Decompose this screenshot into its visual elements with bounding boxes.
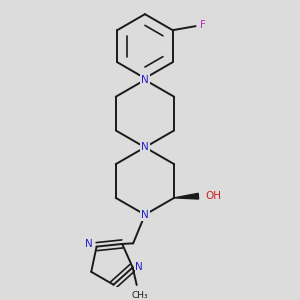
Text: N: N xyxy=(141,142,149,152)
Text: CH₃: CH₃ xyxy=(131,291,148,300)
Text: N: N xyxy=(85,239,93,249)
Text: F: F xyxy=(200,20,206,30)
Text: N: N xyxy=(135,262,143,272)
Text: N: N xyxy=(141,75,149,85)
Text: N: N xyxy=(141,210,149,220)
Polygon shape xyxy=(174,193,199,199)
Text: OH: OH xyxy=(205,190,221,200)
